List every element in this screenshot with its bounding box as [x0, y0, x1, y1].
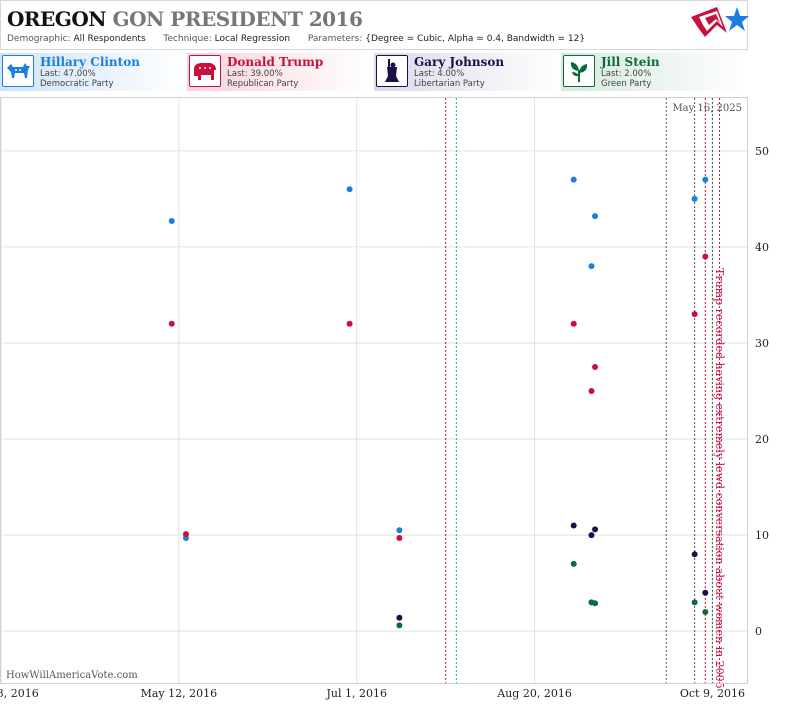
date-stamp: May 16, 2025 [672, 103, 742, 114]
data-point [396, 527, 403, 534]
candidate-stein: Jill Stein Last: 2.00% Green Party [561, 53, 748, 91]
candidate-name: Donald Trump [227, 55, 324, 69]
data-point [592, 213, 599, 220]
technique-value: Local Regression [214, 34, 291, 44]
data-point [588, 532, 595, 539]
data-point [691, 599, 698, 606]
data-point [691, 551, 698, 558]
candidate-clinton: Hillary Clinton Last: 47.00% Democratic … [0, 53, 187, 91]
page-title: OREGON GON PRESIDENT 2016 [7, 7, 363, 31]
data-point [592, 600, 599, 607]
data-point [588, 388, 595, 394]
x-tick-label: Aug 20, 2016 [496, 687, 572, 700]
data-point [691, 195, 698, 202]
data-point [570, 522, 577, 529]
technique-label: Technique: [163, 34, 212, 44]
data-point [592, 526, 599, 533]
x-tick-label: Jul 1, 2016 [325, 687, 387, 700]
event-annotation: Trump recorded having extremely lewd con… [713, 268, 726, 689]
demographic-label: Demographic: [7, 34, 71, 44]
candidate-last: Last: 47.00% [40, 69, 96, 79]
x-tick-label: Mar 23, 2016 [0, 687, 39, 700]
y-tick-label: 0 [755, 625, 762, 638]
y-tick-label: 40 [755, 241, 769, 254]
y-tick-label: 20 [755, 433, 769, 446]
y-tick-label: 30 [755, 337, 769, 350]
data-point [570, 560, 577, 567]
parameters-value: {Degree = Cubic, Alpha = 0.4, Bandwidth … [365, 34, 586, 44]
candidate-party: Democratic Party [40, 79, 114, 89]
header: OREGON GON PRESIDENT 2016 Demographic: A… [0, 0, 749, 50]
data-point [570, 176, 577, 183]
candidate-trump: Donald Trump Last: 39.00% Republican Par… [187, 53, 374, 91]
y-tick-label: 50 [755, 145, 769, 158]
data-point [702, 608, 709, 615]
candidate-name: Gary Johnson [414, 55, 505, 69]
flag-star-logo [691, 7, 749, 37]
candidate-last: Last: 39.00% [227, 69, 283, 79]
liberty-icon [376, 55, 408, 87]
candidate-party: Libertarian Party [414, 79, 485, 89]
data-point [396, 622, 403, 629]
plot-frame [0, 97, 748, 684]
candidate-party: Republican Party [227, 79, 299, 89]
data-point [570, 320, 577, 327]
leaf-icon [563, 55, 595, 87]
data-point [168, 320, 175, 327]
candidate-last: Last: 4.00% [414, 69, 465, 79]
elephant-icon [189, 55, 221, 87]
x-tick-label: May 12, 2016 [141, 687, 218, 700]
data-point [588, 263, 595, 270]
data-point [396, 614, 403, 621]
data-point [346, 320, 353, 327]
data-point [691, 311, 698, 318]
candidate-name: Hillary Clinton [40, 55, 140, 69]
y-tick-label: 10 [755, 529, 769, 542]
candidate-party: Green Party [601, 79, 652, 89]
data-point [702, 589, 709, 596]
data-point [182, 531, 189, 538]
watermark: HowWillAmericaVote.com [6, 670, 138, 681]
demographic-value: All Respondents [73, 34, 146, 44]
data-point [702, 176, 709, 183]
data-point [396, 534, 403, 541]
x-tick-label: Oct 9, 2016 [680, 687, 745, 700]
candidate-johnson: Gary Johnson Last: 4.00% Libertarian Par… [374, 53, 561, 91]
candidate-last: Last: 2.00% [601, 69, 652, 79]
parameters-label: Parameters: [307, 34, 363, 44]
data-point [346, 186, 353, 193]
donkey-icon [2, 55, 34, 87]
title-rest: GON PRESIDENT 2016 [112, 7, 363, 31]
candidate-name: Jill Stein [601, 55, 660, 69]
title-state: OREGON [7, 7, 107, 31]
data-point [168, 217, 175, 224]
data-point [702, 253, 709, 260]
data-point [592, 363, 599, 370]
parameters-line: Demographic: All Respondents Technique: … [7, 34, 585, 44]
